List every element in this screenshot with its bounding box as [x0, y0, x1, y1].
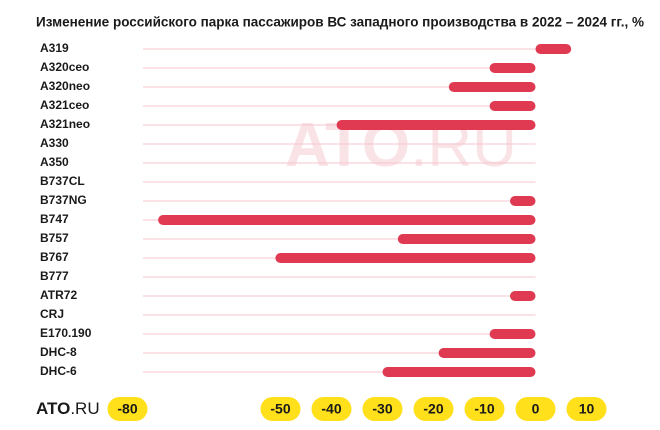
- y-tick-label: A319: [40, 41, 69, 55]
- x-tick-label: -20: [423, 401, 443, 417]
- y-tick-label: ATR72: [40, 288, 77, 302]
- bar: [489, 329, 536, 339]
- bar: [448, 82, 536, 92]
- x-tick-label: -40: [321, 401, 341, 417]
- x-tick-label: -50: [270, 401, 290, 417]
- y-tick-label: A350: [40, 155, 69, 169]
- x-tick-label: -80: [117, 401, 137, 417]
- y-tick-label: A330: [40, 136, 69, 150]
- bar: [489, 63, 536, 73]
- tick-pill: [566, 397, 607, 421]
- tick-pill: [515, 397, 556, 421]
- y-tick-label: B737NG: [40, 193, 87, 207]
- bar: [158, 215, 536, 225]
- tick-pill: [362, 397, 403, 421]
- bar: [336, 120, 536, 130]
- tick-pill: [464, 397, 505, 421]
- y-tick-label: E170.190: [40, 326, 92, 340]
- y-tick-label: A320neo: [40, 79, 90, 93]
- y-tick-label: A320ceo: [40, 60, 89, 74]
- logo: ATO.RU: [36, 399, 100, 418]
- x-tick-label: -10: [474, 401, 494, 417]
- bar: [438, 348, 536, 358]
- tick-pill: [260, 397, 301, 421]
- y-tick-label: A321neo: [40, 117, 90, 131]
- x-tick-label: 10: [579, 401, 595, 417]
- tick-pill: [413, 397, 454, 421]
- y-tick-label: DHC-8: [40, 345, 77, 359]
- bar: [382, 367, 536, 377]
- bar: [510, 291, 536, 301]
- y-tick-label: B747: [40, 212, 69, 226]
- y-tick-label: B737CL: [40, 174, 85, 188]
- y-tick-label: A321ceo: [40, 98, 89, 112]
- bar: [275, 253, 536, 263]
- x-tick-label: 0: [532, 401, 540, 417]
- y-tick-label: DHC-6: [40, 364, 77, 378]
- y-tick-label: CRJ: [40, 307, 64, 321]
- logo-suffix: .RU: [70, 399, 99, 418]
- tick-pill: [311, 397, 352, 421]
- x-tick-label: -30: [372, 401, 392, 417]
- y-tick-label: B757: [40, 231, 69, 245]
- bar: [535, 44, 572, 54]
- y-tick-label: B767: [40, 250, 69, 264]
- y-tick-label: B777: [40, 269, 69, 283]
- bar: [397, 234, 536, 244]
- bar: [510, 196, 536, 206]
- bar: [489, 101, 536, 111]
- tick-pill: [107, 397, 148, 421]
- chart-title: Изменение российского парка пассажиров В…: [36, 15, 644, 30]
- logo-main: ATO: [36, 399, 70, 418]
